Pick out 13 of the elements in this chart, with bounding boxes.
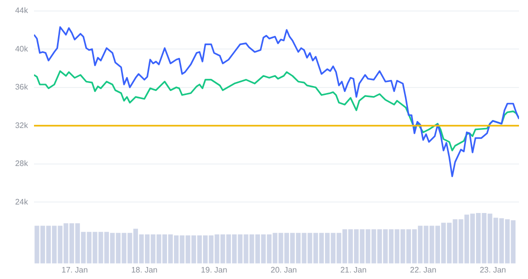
y-tick-label: 40k — [15, 44, 29, 54]
x-tick-label: 22. Jan — [410, 265, 436, 274]
y-tick-label: 32k — [15, 120, 29, 130]
x-tick-label: 20. Jan — [270, 265, 297, 274]
y-tick-label: 28k — [15, 159, 29, 168]
x-tick-label: 17. Jan — [62, 265, 88, 274]
y-tick-label: 24k — [15, 197, 29, 206]
y-tick-label: 36k — [15, 82, 29, 92]
x-tick-label: 23. Jan — [480, 265, 506, 274]
x-tick-label: 19. Jan — [200, 265, 228, 274]
x-tick-label: 21. Jan — [340, 265, 367, 274]
x-tick-label: 18. Jan — [131, 265, 158, 274]
y-tick-label: 44k — [15, 6, 29, 16]
